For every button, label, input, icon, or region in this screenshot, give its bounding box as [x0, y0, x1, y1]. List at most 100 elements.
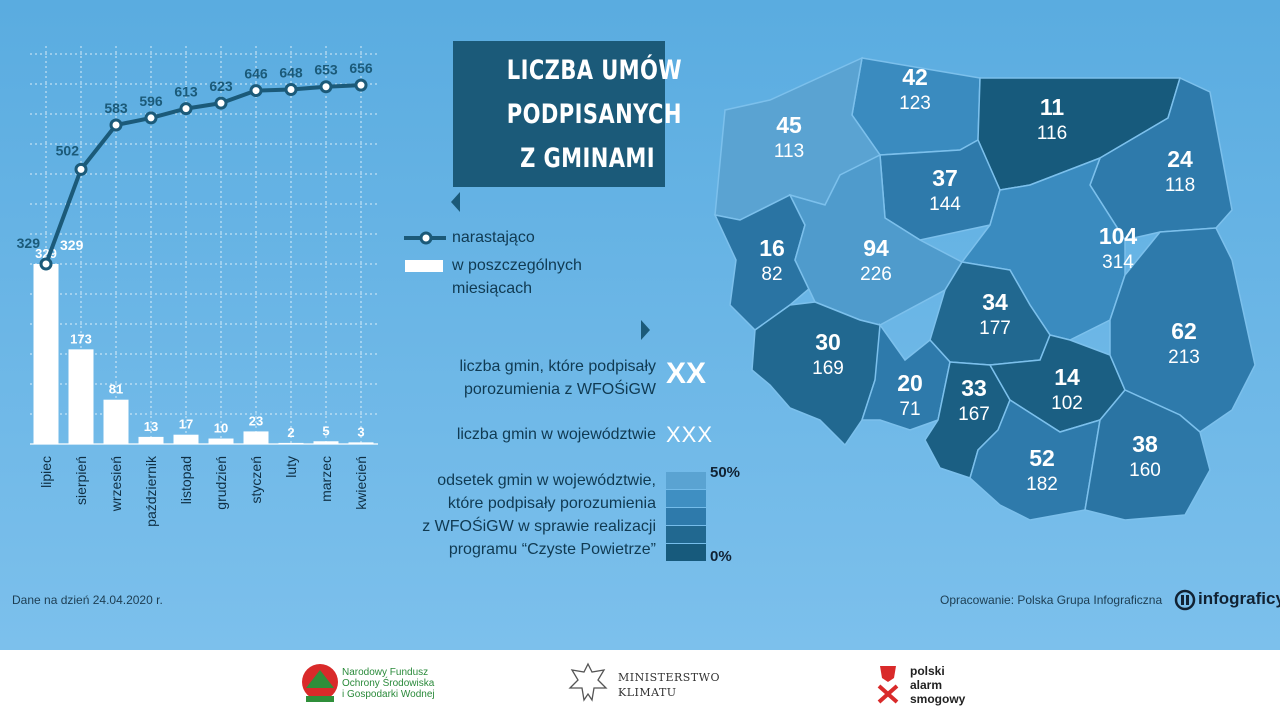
region-signed-kujawsko-pomorskie: 37 — [932, 165, 958, 191]
ministry-text-1: MINISTERSTWO — [618, 671, 720, 684]
bar-grudzień — [208, 438, 234, 444]
region-signed-łódzkie: 34 — [982, 289, 1008, 315]
total-symbol: XXX — [666, 422, 714, 447]
infograficy-logo-icon — [1174, 589, 1196, 611]
region-total-wielkopolskie: 226 — [860, 264, 892, 285]
nfos-text-3: i Gospodarki Wodnej — [342, 689, 435, 700]
bar-label-styczeń: 23 — [249, 413, 263, 428]
region-signed-zachodniopomorskie: 45 — [776, 112, 802, 138]
bar-październik — [138, 436, 164, 444]
title-line-2: PODPISANYCH — [506, 99, 682, 130]
total-label: liczba gmin w województwie — [456, 426, 656, 443]
cumulative-label-grudzień: 623 — [209, 78, 233, 94]
region-total-mazowieckie: 314 — [1102, 252, 1134, 273]
pas-text-3: smogowy — [910, 692, 966, 706]
cumulative-point-sierpień — [74, 162, 88, 176]
credit-note: Opracowanie: Polska Grupa Infograficzna — [940, 593, 1163, 607]
scale-step — [666, 544, 706, 561]
signed-symbol: XX — [666, 357, 707, 390]
bar-label-sierpień: 173 — [70, 331, 92, 346]
scale-step — [666, 508, 706, 525]
ministry-text-2: KLIMATU — [618, 686, 677, 699]
region-signed-dolnośląskie: 30 — [815, 329, 841, 355]
title-line-1: LICZBA UMÓW — [506, 55, 682, 86]
nfos-text-1: Narodowy Fundusz — [342, 667, 429, 678]
bar-sierpień — [68, 349, 94, 444]
bar-label-listopad: 17 — [179, 417, 193, 432]
cumulative-label-listopad: 613 — [174, 84, 198, 100]
bar-wrzesień — [103, 399, 129, 444]
legend-line-marker — [404, 231, 446, 245]
category-label-styczeń: styczeń — [248, 456, 264, 503]
cumulative-label-kwiecień: 656 — [349, 60, 373, 76]
bar-label-luty: 2 — [287, 425, 294, 440]
region-signed-warmińsko-mazurskie: 11 — [1040, 94, 1065, 120]
region-signed-lubelskie: 62 — [1171, 318, 1197, 344]
category-label-listopad: listopad — [178, 456, 194, 504]
region-signed-mazowieckie: 104 — [1099, 223, 1138, 249]
bar-label-grudzień: 10 — [214, 421, 228, 436]
nfos-text-2: Ochrony Środowiska — [342, 678, 435, 689]
legend-monthly-label-2: miesiącach — [452, 280, 533, 297]
bar-label-październik: 13 — [144, 419, 158, 434]
cumulative-point-październik — [144, 111, 158, 125]
polish-eagle-icon — [568, 662, 608, 702]
pas-text-1: polski — [910, 664, 945, 678]
cumulative-line — [44, 83, 362, 265]
region-total-łódzkie: 177 — [979, 318, 1011, 339]
category-label-marzec: marzec — [318, 456, 334, 502]
bar-listopad — [173, 434, 199, 444]
category-label-grudzień: grudzień — [213, 456, 229, 510]
brand-name: infograficy.p — [1198, 589, 1280, 608]
region-total-dolnośląskie: 169 — [812, 358, 844, 379]
bar-label-kwiecień: 3 — [357, 424, 364, 439]
region-signed-lubuskie: 16 — [759, 235, 785, 261]
scale-step — [666, 526, 706, 543]
cumulative-point-lipiec — [39, 257, 53, 271]
region-total-świętokrzyskie: 102 — [1051, 393, 1083, 414]
legend-monthly-label-1: w poszczególnych — [452, 257, 582, 274]
scale-step — [666, 472, 706, 489]
cumulative-label-luty: 648 — [279, 64, 303, 80]
bar-marzec — [313, 441, 339, 444]
pct-label-4: programu “Czyste Powietrze” — [448, 541, 656, 558]
cumulative-point-marzec — [319, 80, 333, 94]
cumulative-point-grudzień — [214, 96, 228, 110]
region-signed-śląskie: 33 — [961, 375, 987, 401]
cumulative-point-styczeń — [249, 84, 263, 98]
footer-logos — [0, 650, 1280, 720]
category-label-kwiecień: kwiecień — [353, 456, 369, 510]
title-box — [453, 41, 665, 187]
cumulative-point-luty — [284, 82, 298, 96]
region-total-małopolskie: 182 — [1026, 474, 1058, 495]
pas-text-2: alarm — [910, 678, 943, 692]
legend-triangle-left — [451, 192, 460, 212]
region-total-zachodniopomorskie: 113 — [774, 141, 804, 162]
region-podkarpackie — [1084, 389, 1211, 521]
region-signed-małopolskie: 52 — [1029, 445, 1055, 471]
bar-styczeń — [243, 431, 269, 444]
region-total-podkarpackie: 160 — [1129, 460, 1161, 481]
legend-bar-swatch — [405, 260, 443, 272]
title-line-3: Z GMINAMI — [520, 143, 655, 174]
legend-cumulative-label: narastająco — [452, 229, 535, 246]
region-total-lubuskie: 82 — [761, 264, 782, 285]
region-total-podlaskie: 118 — [1165, 175, 1195, 196]
region-signed-pomorskie: 42 — [902, 64, 928, 90]
region-lubelskie — [1109, 227, 1256, 433]
cumulative-point-wrzesień — [109, 118, 123, 132]
cumulative-label-październik: 596 — [139, 93, 163, 109]
region-malopolskie — [969, 398, 1101, 521]
region-total-pomorskie: 123 — [899, 93, 931, 114]
cumulative-label-lipiec: 329 — [17, 235, 41, 251]
region-podlaskie — [1089, 76, 1233, 241]
pct-label-2: które podpisały porozumienia — [447, 495, 656, 512]
region-opolskie — [860, 322, 951, 431]
pct-label-3: z WFOŚiGW w sprawie realizacji — [422, 518, 656, 535]
region-signed-opolskie: 20 — [897, 370, 923, 396]
scale-min-label: 0% — [710, 548, 732, 565]
cumulative-label-styczeń: 646 — [244, 66, 268, 82]
category-label-lipiec: lipiec — [38, 456, 54, 488]
bar-label-wrzesień: 81 — [109, 382, 123, 397]
bar-label-lipiec-top: 329 — [60, 237, 84, 253]
